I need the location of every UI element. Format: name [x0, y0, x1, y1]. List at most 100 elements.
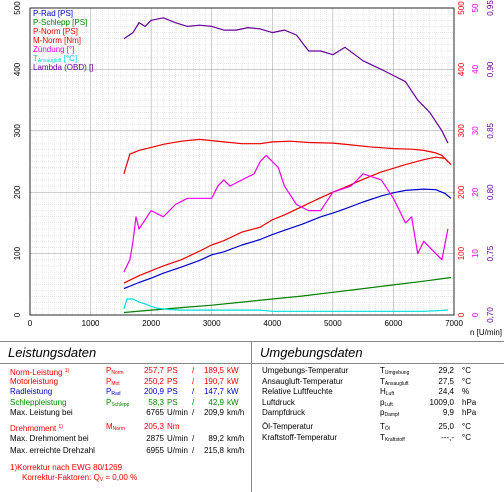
cell: MNorm	[106, 422, 125, 432]
cell: /	[192, 434, 195, 443]
umgebung-row: Dampfdruck pDampf 9,9 hPa	[262, 408, 502, 418]
left-tick-label: 100	[13, 246, 22, 260]
cell: Schleppleistung	[10, 397, 67, 407]
cell: kW	[227, 397, 239, 407]
leistung-row: Motorleistung PMot 250,2 PS / 190,7 kW	[10, 377, 250, 387]
cell: Max. Leistung bei	[10, 408, 73, 417]
left-tick-label: 200	[13, 185, 22, 199]
umgebung-label: Öl-Temperatur	[262, 422, 314, 431]
left-tick-label: 0	[13, 312, 22, 317]
right-red-tick-label: 500	[457, 1, 466, 15]
umgebungsdaten-panel: Umgebungsdaten Umgebungs-Temperatur TUmge…	[252, 341, 504, 492]
legend-entry: Zündung [°]	[33, 45, 74, 54]
umgebung-symbol: pDampf	[380, 408, 400, 418]
cell: Max. erreichte Drehzahl	[10, 446, 95, 455]
right-magenta-tick-label: 50	[471, 3, 480, 12]
right-red-tick-label: 100	[457, 246, 466, 260]
cell: 147,7	[203, 387, 224, 396]
leistungsdaten-panel: Leistungsdaten Norm-Leistung 1) PNorm 257,…	[0, 341, 252, 492]
chart-grid	[29, 7, 455, 316]
umgebung-value: ---,-	[441, 432, 454, 442]
drehmoment-row: Max. erreichte Drehzahl 6955 U/min / 215,8 km…	[10, 446, 250, 456]
right-purple-tick-label: 0,85	[486, 122, 495, 138]
umgebung-symbol: TÖl	[380, 422, 390, 432]
cell: kW	[227, 387, 239, 396]
cell: PRad	[106, 387, 121, 397]
left-tick-label: 300	[13, 124, 22, 138]
cell: 209,9	[203, 408, 224, 417]
umgebung-unit: °C	[462, 432, 471, 442]
umgebung-row: Luftdruck pLuft 1009,0 hPa	[262, 398, 502, 408]
right-red-tick-label: 300	[457, 124, 466, 138]
right-purple-tick-label: 0,80	[486, 184, 495, 200]
chart-legend: P-Rad [PS]P-Schlepp [PS]P-Norm [PS]M-Nor…	[33, 9, 93, 72]
leistung-row: Norm-Leistung 1) PNorm 257,7 PS / 189,5 kW	[10, 366, 250, 377]
umgebung-row: Kraftstoff-Temperatur TKraftstoff ---,- °C	[262, 433, 502, 443]
cell: /	[192, 387, 195, 396]
umgebung-row: Ansaugluft-Temperatur TAnsaugluft 27,5 °C	[262, 377, 502, 387]
right-magenta-tick-label: 20	[471, 187, 480, 196]
cell: Radleistung	[10, 387, 53, 396]
cell: 250,2	[143, 376, 164, 386]
cell: PSchlepp	[106, 397, 130, 408]
umgebung-unit: %	[462, 387, 470, 396]
footnote-korrektur: 1)Korrektur nach EWG 80/1269	[10, 463, 123, 472]
cell: 6765	[146, 408, 164, 417]
cell: Motorleistung	[10, 376, 59, 386]
cell: 205,3	[143, 422, 164, 431]
cell: U/min	[167, 408, 188, 417]
right-magenta-tick-label: 0	[471, 312, 480, 317]
series-line	[123, 156, 452, 284]
cell: PS	[167, 397, 178, 407]
drehmoment-row: Max. Drehmoment bei 2875 U/min / 89,2 km/h	[10, 434, 250, 444]
umgebung-symbol: TKraftstoff	[380, 432, 405, 443]
drehmoment-row: Drehmoment 1) MNorm 205,3 Nm	[10, 422, 250, 433]
cell: PS	[167, 387, 178, 396]
legend-entry: M-Norm [Nm]	[33, 36, 81, 45]
cell: 2875	[146, 434, 164, 443]
cell: PNorm	[106, 366, 124, 376]
x-tick-label: 6000	[385, 319, 403, 328]
umgebung-row: Relative Luftfeuchte HLuft 24,4%	[262, 387, 502, 397]
leistung-row: Max. Leistung bei 6765 U/min / 209,9 km/h	[10, 408, 250, 418]
umgebung-row: Umgebungs-Temperatur TUmgebung 29,2 °C	[262, 366, 502, 376]
umgebung-value: 9,9	[442, 408, 454, 417]
series-line	[123, 17, 449, 144]
series-line	[123, 154, 449, 273]
cell: PS	[167, 376, 178, 386]
umgebung-row: Öl-Temperatur TÖl 25,0 °C	[262, 422, 502, 432]
legend-entry: TAnsaugluft [°C]	[33, 54, 77, 64]
leistung-row: Schleppleistung PSchlepp 58,3 PS / 42,9 kW	[10, 398, 250, 408]
umgebung-label: Luftdruck	[262, 397, 295, 407]
plot-frame	[29, 7, 455, 316]
x-tick-label: 2000	[142, 319, 160, 328]
right-red-tick-label: 200	[457, 185, 466, 199]
right-red-tick-label: 0	[457, 312, 466, 317]
umgebung-label: Relative Luftfeuchte	[262, 387, 333, 396]
umgebung-unit: hPa	[462, 408, 477, 417]
x-axis-label: n [U/min]	[470, 328, 502, 337]
umgebung-unit: °C	[462, 376, 471, 386]
cell: kW	[227, 376, 239, 386]
cell: 42,9	[208, 397, 224, 407]
umgebung-value: 24,4	[438, 387, 454, 396]
x-tick-label: 3000	[203, 319, 221, 328]
right-magenta-tick-label: 40	[471, 64, 480, 73]
leistungsdaten-title: Leistungsdaten	[0, 342, 251, 364]
umgebung-label: Kraftstoff-Temperatur	[262, 432, 337, 442]
umgebung-symbol: HLuft	[380, 387, 395, 397]
right-magenta-tick-label: 10	[471, 249, 480, 258]
umgebung-unit: °C	[462, 422, 471, 431]
cell: Max. Drehmoment bei	[10, 434, 89, 443]
cell: 189,5	[203, 366, 224, 375]
cell: Nm	[167, 422, 180, 431]
cell: 190,7	[203, 376, 224, 386]
left-tick-label: 500	[13, 1, 22, 15]
cell: km/h	[227, 408, 245, 417]
series-line	[123, 298, 448, 312]
umgebung-unit: °C	[462, 366, 471, 375]
right-magenta-tick-label: 30	[471, 126, 480, 135]
x-tick-label: 1000	[82, 319, 100, 328]
